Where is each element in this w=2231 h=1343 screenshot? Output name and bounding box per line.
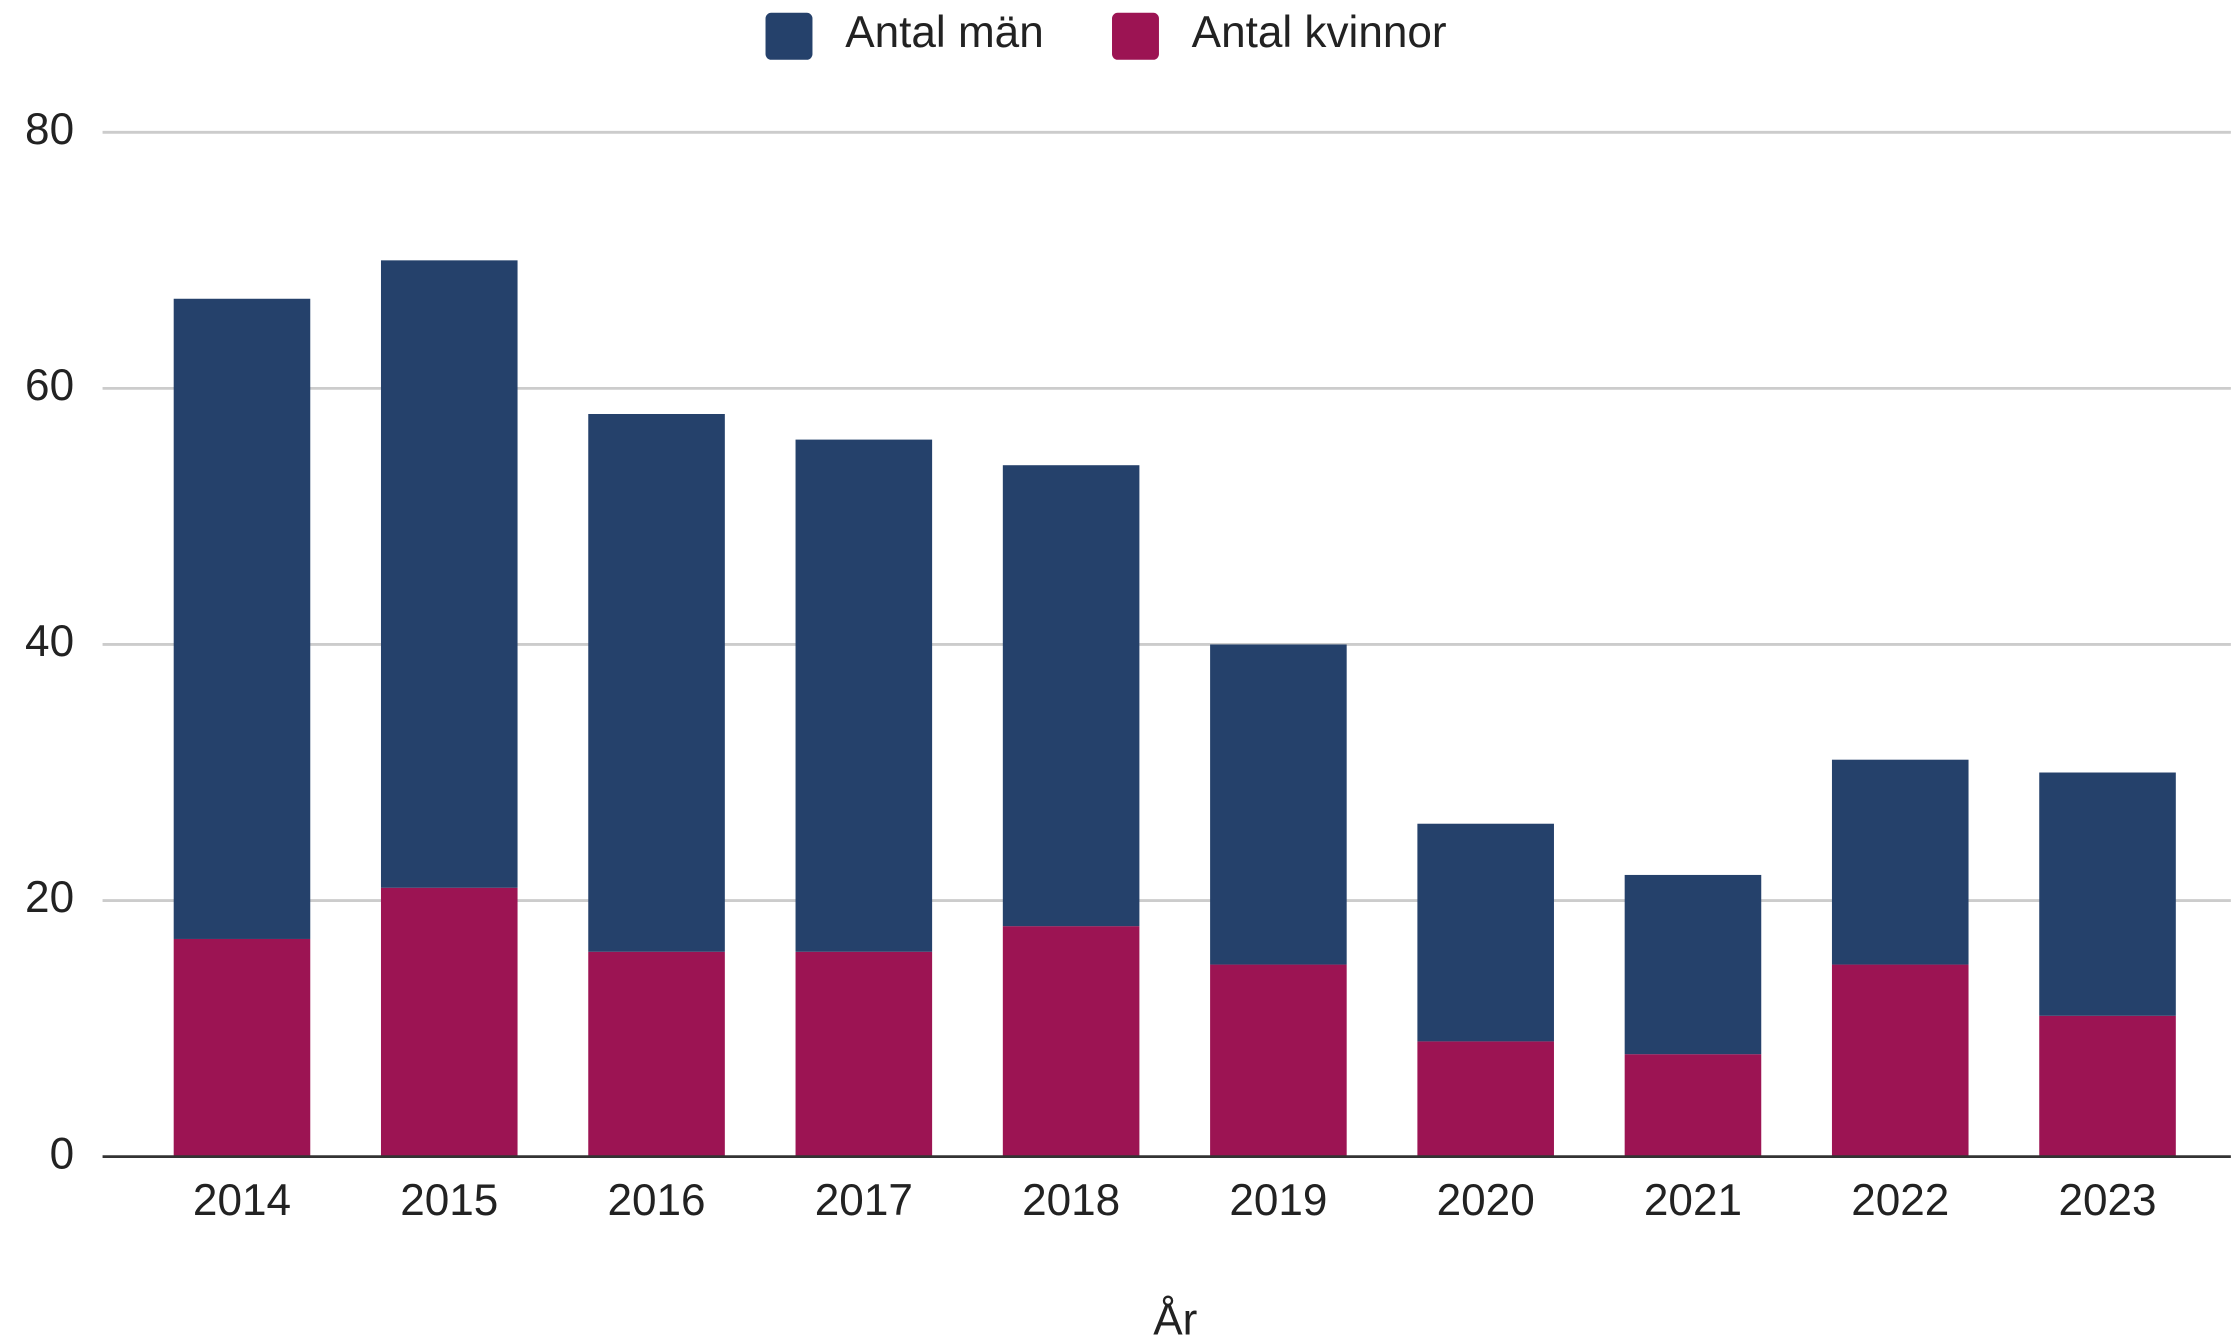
x-tick-label: 2017 bbox=[815, 1176, 913, 1225]
bar-segment bbox=[1831, 964, 1969, 1157]
bar-segment bbox=[1210, 644, 1347, 965]
x-tick-label: 2023 bbox=[2058, 1176, 2156, 1225]
bar-segment bbox=[588, 951, 725, 1157]
bar-segment bbox=[173, 938, 311, 1157]
y-tick-label: 80 bbox=[25, 105, 74, 154]
bar-segment bbox=[1002, 465, 1140, 927]
bar-segment bbox=[588, 413, 725, 952]
y-tick-label: 60 bbox=[25, 361, 74, 410]
bar-segment bbox=[1417, 1041, 1554, 1157]
x-tick-label: 2015 bbox=[400, 1176, 498, 1225]
bar-segment bbox=[795, 439, 933, 952]
x-tick-label: 2020 bbox=[1437, 1176, 1535, 1225]
bar-segment bbox=[173, 298, 311, 939]
bar-segment bbox=[2039, 1015, 2176, 1157]
x-tick-label: 2021 bbox=[1644, 1176, 1742, 1225]
bar-segment bbox=[1002, 926, 1140, 1157]
legend-swatch bbox=[1112, 12, 1159, 60]
bar-segment bbox=[1624, 874, 1762, 1055]
legend-label: Antal kvinnor bbox=[1192, 8, 1447, 57]
bar-segment bbox=[1210, 964, 1347, 1157]
y-tick-label: 20 bbox=[25, 873, 74, 922]
bar-segment bbox=[380, 260, 518, 888]
bar-segment bbox=[1417, 823, 1554, 1042]
x-tick-label: 2022 bbox=[1851, 1176, 1949, 1225]
legend-swatch bbox=[765, 12, 813, 60]
x-tick-label: 2014 bbox=[193, 1176, 291, 1225]
bar-segment bbox=[1831, 759, 1969, 965]
x-tick-label: 2016 bbox=[608, 1176, 706, 1225]
y-tick-label: 40 bbox=[25, 617, 74, 666]
x-tick-label: 2019 bbox=[1229, 1176, 1327, 1225]
legend-label: Antal män bbox=[845, 8, 1044, 57]
bar-segment bbox=[2039, 772, 2176, 1016]
x-tick-label: 2018 bbox=[1022, 1176, 1120, 1225]
y-tick-label: 0 bbox=[50, 1129, 75, 1178]
bar-segment bbox=[380, 887, 518, 1157]
bar-segment bbox=[1624, 1054, 1762, 1157]
bar-segment bbox=[795, 951, 933, 1157]
x-axis-title: År bbox=[1153, 1296, 1197, 1343]
